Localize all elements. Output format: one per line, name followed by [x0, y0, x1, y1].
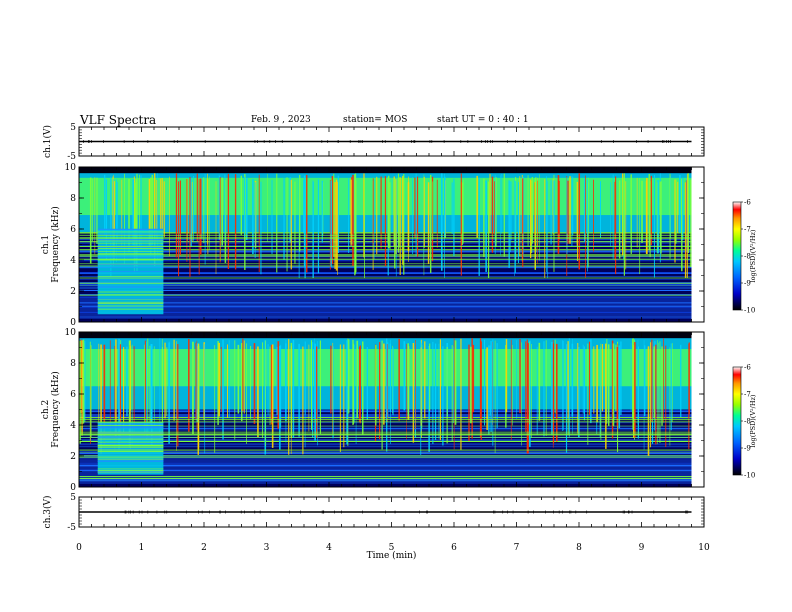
y-tick-label: 10 [65, 328, 77, 338]
y-tick-label: 10 [65, 163, 77, 173]
x-tick-label: 9 [639, 543, 645, 553]
ch2-spectrogram-ylabel: ch.2Frequency (kHz) [41, 371, 61, 448]
y-tick-label: 8 [70, 194, 76, 204]
ch1-spectrogram-cb-tick-label: -8 [744, 253, 751, 261]
ch1-spectrogram-cb-tick-label: -7 [744, 226, 751, 234]
x-ticks [78, 497, 705, 527]
chart-title: VLF Spectra [80, 113, 157, 127]
x-tick-label: 7 [514, 543, 520, 553]
x-tick-label: 3 [264, 543, 270, 553]
x-axis-label: Time (min) [367, 550, 417, 561]
ch1-spectrogram-ylabel: ch.1Frequency (kHz) [41, 206, 61, 283]
y-tick-label: 4 [70, 256, 76, 266]
ch2-spectrogram-cb-tick-label: -6 [744, 364, 751, 372]
ch2-spectrogram-burst [97, 421, 164, 475]
ch1-spectrogram-cb-label: log(PSD)(V²/Hz) [749, 229, 757, 282]
ch2-spectrogram-cb-tick-label: -10 [744, 472, 755, 480]
x-tick-label: 10 [698, 543, 710, 553]
ch2-spectrogram-image [79, 332, 704, 487]
y-tick-label: 0 [70, 318, 76, 328]
y-tick-label: -5 [67, 152, 76, 162]
x-tick-label: 8 [576, 543, 582, 553]
y-tick-label: 4 [70, 421, 76, 431]
ch2-spectrogram-cb-tick-label: -9 [744, 445, 751, 453]
ch2-spectrogram-noise-core [79, 349, 692, 387]
y-tick-label: 6 [70, 225, 76, 235]
y-tick-label: 5 [70, 493, 76, 503]
ch2-spectrogram-cb-tick-label: -8 [744, 418, 751, 426]
x-tick-label: 2 [201, 543, 207, 553]
ch1-spectrogram-cb-tick-label: -10 [744, 307, 755, 315]
x-tick-label: 4 [326, 543, 332, 553]
y-tick-label: 2 [70, 452, 76, 462]
ch1-spectrogram-colorbar [732, 201, 742, 311]
ch2-spectrogram-colorbar [732, 366, 742, 476]
start-time-label: start UT = 0 : 40 : 1 [437, 115, 529, 125]
y-tick-label: -5 [67, 523, 76, 533]
ch1-voltage-ylabel: ch.1(V) [42, 125, 53, 158]
y-tick-label: 6 [70, 390, 76, 400]
x-tick-label: 5 [389, 543, 395, 553]
ch1-spectrogram-image [79, 167, 704, 322]
ch1-spectrogram-cb-tick-label: -9 [744, 280, 751, 288]
x-tick-label: 0 [76, 543, 82, 553]
ch2-spectrogram-top-band [79, 332, 692, 339]
ch1-spectrogram-cb-tick-label: -6 [744, 199, 751, 207]
x-tick-label: 1 [139, 543, 145, 553]
y-tick-label: 2 [70, 287, 76, 297]
y-tick-label: 0 [70, 483, 76, 493]
x-ticks [78, 127, 705, 156]
ch2-spectrogram-cb-tick-label: -7 [744, 391, 751, 399]
x-ticks [78, 167, 705, 322]
ch1-spectrogram-top-band [79, 167, 692, 174]
y-tick-label: 8 [70, 359, 76, 369]
x-ticks [78, 332, 705, 487]
y-tick-label: 5 [70, 123, 76, 133]
ch2-spectrogram-cb-label: log(PSD)(V²/Hz) [749, 394, 757, 447]
date-label: Feb. 9 , 2023 [251, 115, 311, 125]
x-tick-label: 6 [451, 543, 457, 553]
ch3-voltage-ylabel: ch.3(V) [42, 496, 53, 529]
station-label: station= MOS [343, 115, 408, 125]
